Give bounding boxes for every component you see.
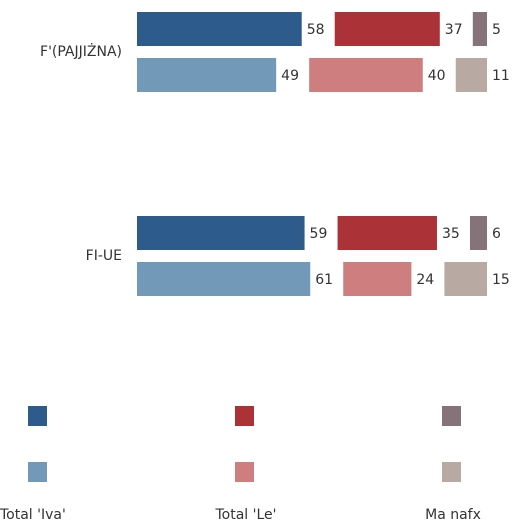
value-label: 37 — [445, 22, 463, 38]
value-label: 35 — [442, 226, 460, 242]
legend-swatch — [442, 406, 461, 426]
value-label: 15 — [492, 272, 510, 288]
legend-label: Total 'Le' — [214, 507, 276, 523]
value-label: 24 — [416, 272, 434, 288]
bar — [444, 262, 487, 296]
bar — [137, 12, 302, 46]
bar — [455, 58, 487, 92]
legend-swatch — [235, 462, 254, 482]
value-label: 58 — [307, 22, 325, 38]
category-label: FI-UE — [86, 248, 122, 264]
value-label: 6 — [492, 226, 501, 242]
value-label: 11 — [492, 68, 510, 84]
bar — [137, 216, 305, 250]
bar — [137, 58, 277, 92]
bar — [343, 262, 412, 296]
value-label: 59 — [310, 226, 328, 242]
bar — [137, 262, 311, 296]
legend-label: Ma nafx — [425, 507, 481, 523]
legend-swatch — [28, 406, 47, 426]
bar — [309, 58, 423, 92]
value-label: 49 — [281, 68, 299, 84]
bar — [337, 216, 437, 250]
category-label: F'(PAJJIŻNA) — [40, 42, 122, 60]
value-label: 40 — [428, 68, 446, 84]
legend-swatch — [442, 462, 461, 482]
value-label: 5 — [492, 22, 501, 38]
legend-swatch — [235, 406, 254, 426]
bar — [469, 216, 487, 250]
legend-label: Total 'Iva' — [0, 507, 66, 523]
bar — [334, 12, 440, 46]
legend-swatch — [28, 462, 47, 482]
value-label: 61 — [315, 272, 333, 288]
bar — [472, 12, 487, 46]
